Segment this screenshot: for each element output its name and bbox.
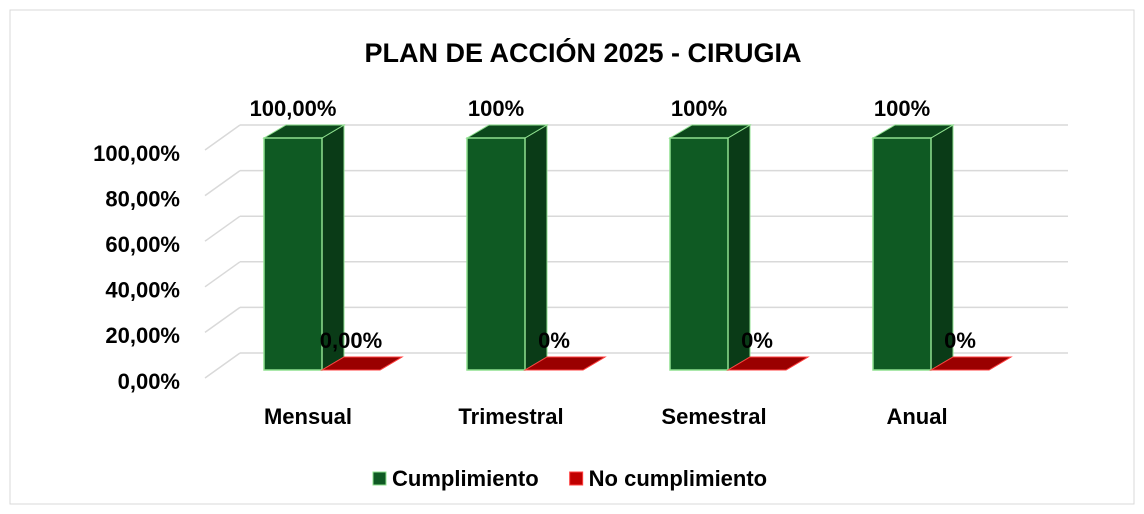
value-label: 0% bbox=[538, 328, 570, 353]
y-tick-label: 80,00% bbox=[105, 186, 180, 211]
x-tick-label: Trimestral bbox=[458, 404, 563, 429]
legend-swatch bbox=[569, 471, 584, 486]
value-label: 100% bbox=[671, 96, 727, 121]
chart-title: PLAN DE ACCIÓN 2025 - CIRUGIA bbox=[364, 37, 801, 68]
value-label: 100% bbox=[874, 96, 930, 121]
grid-line bbox=[204, 261, 241, 288]
y-tick-label: 20,00% bbox=[105, 323, 180, 348]
value-label: 100% bbox=[468, 96, 524, 121]
y-tick-label: 60,00% bbox=[105, 232, 180, 257]
bar-top bbox=[929, 356, 1013, 371]
x-tick-label: Semestral bbox=[661, 404, 766, 429]
legend-swatch bbox=[372, 471, 387, 486]
grid-line bbox=[204, 169, 241, 197]
bar-top bbox=[726, 356, 810, 371]
grid-line bbox=[204, 352, 241, 379]
value-label: 0% bbox=[944, 328, 976, 353]
legend-label: No cumplimiento bbox=[589, 466, 767, 491]
value-label: 0% bbox=[741, 328, 773, 353]
y-tick-label: 40,00% bbox=[105, 278, 180, 303]
y-tick-label: 0,00% bbox=[118, 369, 180, 394]
x-tick-label: Anual bbox=[886, 404, 947, 429]
bar bbox=[872, 137, 932, 371]
value-label: 100,00% bbox=[250, 96, 337, 121]
grid-line bbox=[204, 215, 241, 242]
bar bbox=[263, 137, 323, 371]
x-tick-label: Mensual bbox=[264, 404, 352, 429]
bar bbox=[669, 137, 729, 371]
grid-line bbox=[204, 306, 241, 334]
bar-top bbox=[320, 356, 404, 371]
grid-line bbox=[204, 124, 241, 151]
value-label: 0,00% bbox=[320, 328, 382, 353]
legend-label: Cumplimiento bbox=[392, 466, 539, 491]
bar-top bbox=[523, 356, 607, 371]
bar bbox=[466, 137, 526, 371]
y-tick-label: 100,00% bbox=[93, 141, 180, 166]
